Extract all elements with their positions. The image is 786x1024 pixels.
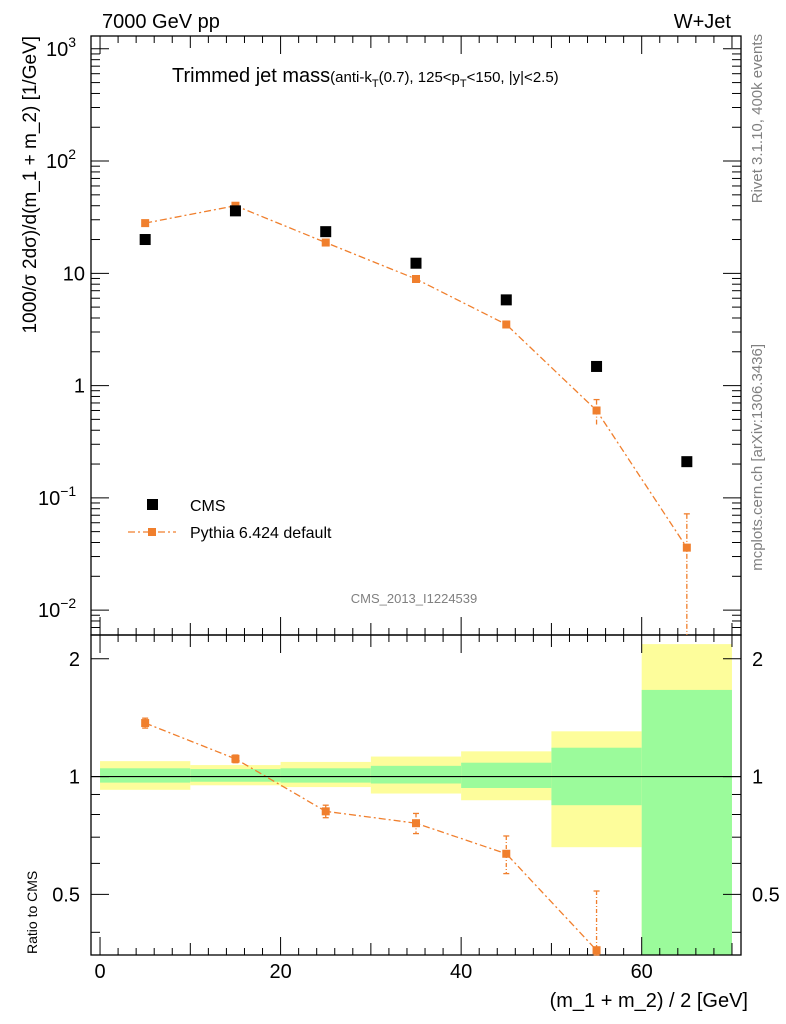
plot-title-sub-mid: (0.7), 125<p (379, 69, 460, 86)
cms-point (410, 257, 422, 269)
green-band-bin (100, 768, 191, 783)
main-y-tick-label: 10−2 (38, 595, 76, 622)
legend-marker-pythia (148, 528, 156, 536)
ratio-data-marks (141, 717, 601, 956)
ratio-point (412, 819, 420, 828)
ratio-point (321, 807, 330, 816)
ratio-point (592, 946, 601, 955)
cms-point (591, 360, 603, 372)
main-y-tick-label: 103 (46, 34, 76, 61)
main-data-marks (139, 201, 693, 635)
ratio-panel-frame (90, 634, 742, 956)
legend: CMS Pythia 6.424 default (128, 498, 332, 542)
green-band-bin (190, 769, 281, 782)
plot-title-sub-t1: T (372, 78, 379, 90)
ratio-x-tick-label: 20 (269, 961, 291, 983)
ratio-y-tick-label-left: 0.5 (52, 884, 80, 906)
pythia-point (141, 219, 150, 228)
mcplots-label: mcplots.cern.ch [arXiv:1306.3436] (749, 344, 766, 571)
ratio-y-tick-label-left: 2 (69, 649, 80, 671)
legend-label-cms: CMS (190, 498, 226, 515)
plot-title-main: Trimmed jet mass (172, 65, 330, 87)
rivet-version-label: Rivet 3.1.10, 400k events (749, 34, 766, 203)
cms-point (320, 226, 332, 238)
ratio-x-tick-label: 0 (94, 961, 105, 983)
ratio-y-tick-label-right: 1 (752, 767, 763, 789)
green-band-bin (280, 768, 371, 783)
ratio-y-tick-label-right: 2 (752, 649, 763, 671)
main-y-axis-label: 1000/σ 2dσ)/d(m_1 + m_2) [1/GeV] (20, 36, 41, 334)
cms-point (229, 205, 241, 217)
ratio-y-tick-label-right: 0.5 (752, 884, 780, 906)
legend-marker-cms (147, 499, 158, 510)
ratio-y-axis-label: Ratio to CMS (24, 871, 40, 954)
main-y-tick-label: 10−1 (38, 483, 76, 510)
pythia-series-line (145, 205, 688, 549)
ratio-x-tick-label: 60 (631, 961, 653, 983)
pythia-point (321, 238, 330, 247)
plot-title-sub-post: <150, |y|<2.5) (467, 69, 559, 86)
main-panel-frame (90, 35, 742, 636)
pythia-point (412, 274, 420, 283)
ratio-axis-ticks: 0 20 40 60 0.5 0.5 1 1 2 2 (52, 635, 780, 983)
ratio-uncertainty-bands (100, 644, 732, 955)
plot-title-sub-t2: T (460, 78, 467, 90)
pythia-point (592, 406, 601, 415)
main-y-tick-label: 1 (74, 376, 85, 398)
cms-point (139, 234, 151, 246)
main-y-tick-label: 10 (63, 263, 85, 285)
plot-title-sub-pre: (anti-k (330, 69, 372, 86)
ratio-y-tick-label-left: 1 (69, 767, 80, 789)
x-axis-label: (m_1 + m_2) / 2 [GeV] (550, 990, 748, 1012)
legend-label-pythia: Pythia 6.424 default (190, 525, 332, 542)
pythia-point (682, 543, 691, 552)
main-y-tick-label: 102 (46, 146, 76, 173)
cms-point (681, 456, 693, 468)
main-axis-ticks: 10−2 10−1 1 10 102 103 (38, 34, 741, 636)
ratio-point (141, 719, 150, 728)
ratio-series-line (144, 722, 598, 951)
plot-title: Trimmed jet mass(anti-kT(0.7), 125<pT<15… (172, 65, 559, 90)
green-band-bin (370, 765, 462, 784)
pythia-point (502, 320, 511, 329)
green-band-bin (461, 762, 552, 788)
ratio-point (231, 754, 240, 763)
header-left-label: 7000 GeV pp (102, 11, 220, 33)
ratio-x-tick-label: 40 (450, 961, 472, 983)
ratio-point (502, 849, 511, 858)
header-right-label: W+Jet (674, 11, 732, 33)
green-band-bin (641, 689, 732, 955)
cms-point (500, 294, 512, 306)
analysis-id-label: CMS_2013_I1224539 (351, 591, 478, 606)
